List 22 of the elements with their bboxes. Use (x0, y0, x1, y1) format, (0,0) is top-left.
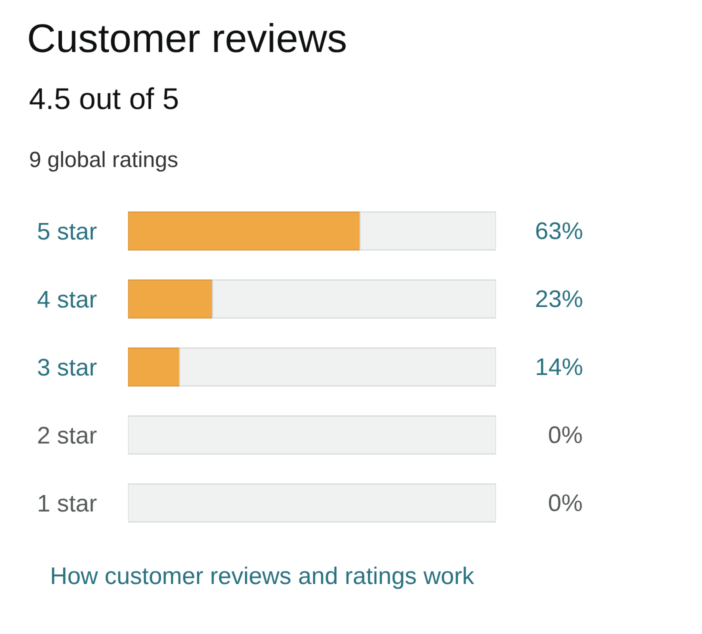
bar (359, 211, 496, 251)
data-label: 0% (548, 422, 583, 449)
bar (128, 483, 496, 523)
bar (212, 279, 496, 319)
y-tick-label: 2 star (36, 422, 97, 450)
bar (128, 211, 360, 251)
data-label: 14% (535, 354, 584, 381)
text: How customer reviews and ratings work (50, 563, 476, 590)
data-label: 63% (535, 218, 584, 245)
y-tick-label: 5 star (36, 218, 97, 246)
text: 9 global ratings (29, 147, 178, 172)
data-label: 0% (548, 490, 583, 517)
data-label: 23% (535, 286, 584, 313)
bar (128, 279, 214, 319)
chart-title: Customer reviews (27, 17, 348, 61)
y-tick-label: 1 star (36, 490, 97, 518)
bar (128, 415, 496, 455)
bar (128, 347, 180, 387)
bar (179, 347, 496, 387)
chart-subtitle: 4.5 out of 5 (29, 83, 180, 116)
y-tick-label: 4 star (36, 286, 97, 314)
y-tick-label: 3 star (36, 354, 97, 382)
